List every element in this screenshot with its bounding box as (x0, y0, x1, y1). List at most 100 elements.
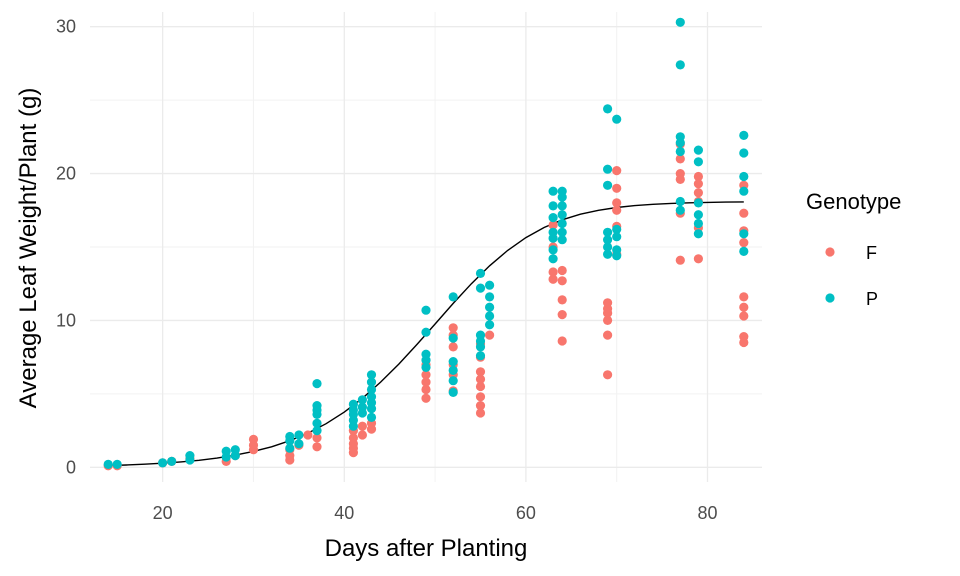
data-point-p (158, 458, 168, 468)
data-point-p (603, 180, 613, 190)
legend-key-p (825, 293, 835, 303)
data-point-p (366, 392, 377, 402)
data-point-f (475, 408, 486, 418)
data-point-f (693, 171, 704, 182)
data-point-f (357, 421, 367, 431)
legend-key-f (825, 247, 835, 257)
data-point-p (612, 232, 622, 242)
data-point-f (475, 381, 486, 392)
data-point-p (675, 146, 685, 157)
data-point-f (603, 298, 613, 308)
data-point-p (448, 333, 458, 343)
data-point-p (230, 445, 240, 455)
data-point-p (557, 210, 567, 220)
y-axis-title: Average Leaf Weight/Plant (g) (15, 88, 42, 409)
x-tick-label: 60 (516, 503, 536, 523)
data-point-p (475, 268, 486, 278)
y-tick-label: 30 (56, 17, 76, 37)
data-point-p (739, 246, 749, 256)
data-point-f (475, 392, 486, 402)
data-point-p (485, 280, 495, 290)
data-point-f (557, 310, 567, 320)
data-point-p (739, 229, 749, 239)
data-point-p (366, 412, 377, 422)
data-point-f (693, 179, 704, 189)
data-point-p (675, 60, 685, 70)
data-point-p (348, 399, 358, 409)
data-point-p (612, 114, 622, 124)
data-point-f (421, 377, 431, 387)
x-tick-label: 80 (697, 503, 717, 523)
data-point-f (448, 323, 458, 333)
data-point-p (675, 205, 685, 215)
data-point-p (294, 439, 304, 449)
data-point-p (112, 459, 122, 469)
data-point-f (603, 370, 613, 380)
data-point-f (612, 183, 622, 193)
data-point-p (366, 384, 377, 395)
data-point-f (612, 205, 622, 215)
data-points (103, 17, 749, 471)
data-point-p (557, 201, 567, 211)
data-point-p (312, 418, 322, 428)
data-point-f (739, 332, 749, 342)
data-point-p (612, 245, 622, 255)
data-point-p (739, 171, 749, 182)
data-point-p (693, 210, 704, 220)
data-point-f (312, 442, 322, 452)
data-point-f (675, 169, 685, 179)
data-point-f (421, 393, 431, 403)
data-point-p (103, 459, 113, 469)
data-point-p (448, 376, 458, 386)
data-point-p (357, 395, 367, 405)
legend: Genotype F P (806, 189, 901, 309)
data-point-p (693, 198, 704, 208)
data-point-p (557, 235, 567, 245)
data-point-p (285, 443, 295, 453)
data-point-p (675, 132, 685, 142)
data-point-f (739, 302, 749, 312)
data-point-p (421, 349, 431, 359)
data-point-f (421, 370, 431, 380)
data-point-p (557, 218, 567, 229)
data-point-p (557, 227, 567, 237)
data-point-f (612, 198, 622, 208)
data-point-p (485, 302, 495, 312)
data-point-p (294, 430, 304, 440)
data-point-p (557, 186, 567, 196)
y-tick-label: 0 (66, 457, 76, 477)
data-point-p (693, 157, 704, 167)
x-tick-label: 40 (334, 503, 354, 523)
data-point-f (739, 208, 749, 218)
data-point-f (557, 336, 567, 346)
data-point-p (675, 196, 685, 207)
data-point-f (675, 255, 685, 265)
data-point-p (448, 357, 458, 367)
data-point-f (475, 401, 486, 411)
data-point-f (548, 267, 558, 277)
data-point-p (485, 311, 495, 321)
data-point-p (448, 292, 458, 302)
data-point-f (448, 342, 458, 352)
x-tick-label: 20 (153, 503, 173, 523)
y-tick-label: 10 (56, 310, 76, 330)
data-point-p (548, 245, 558, 255)
data-point-p (421, 327, 431, 337)
x-axis-title: Days after Planting (325, 535, 528, 562)
data-point-p (421, 305, 431, 315)
data-point-p (448, 365, 458, 375)
data-point-p (603, 164, 613, 174)
data-point-f (612, 166, 622, 176)
data-point-p (548, 213, 558, 223)
data-point-p (548, 227, 558, 237)
data-point-f (475, 374, 486, 384)
data-point-f (739, 238, 749, 248)
data-point-f (548, 274, 558, 284)
data-point-p (693, 218, 704, 229)
data-point-p (448, 387, 458, 397)
data-point-f (312, 433, 322, 443)
data-point-p (739, 186, 749, 196)
data-point-f (348, 433, 358, 443)
data-point-f (485, 330, 495, 340)
